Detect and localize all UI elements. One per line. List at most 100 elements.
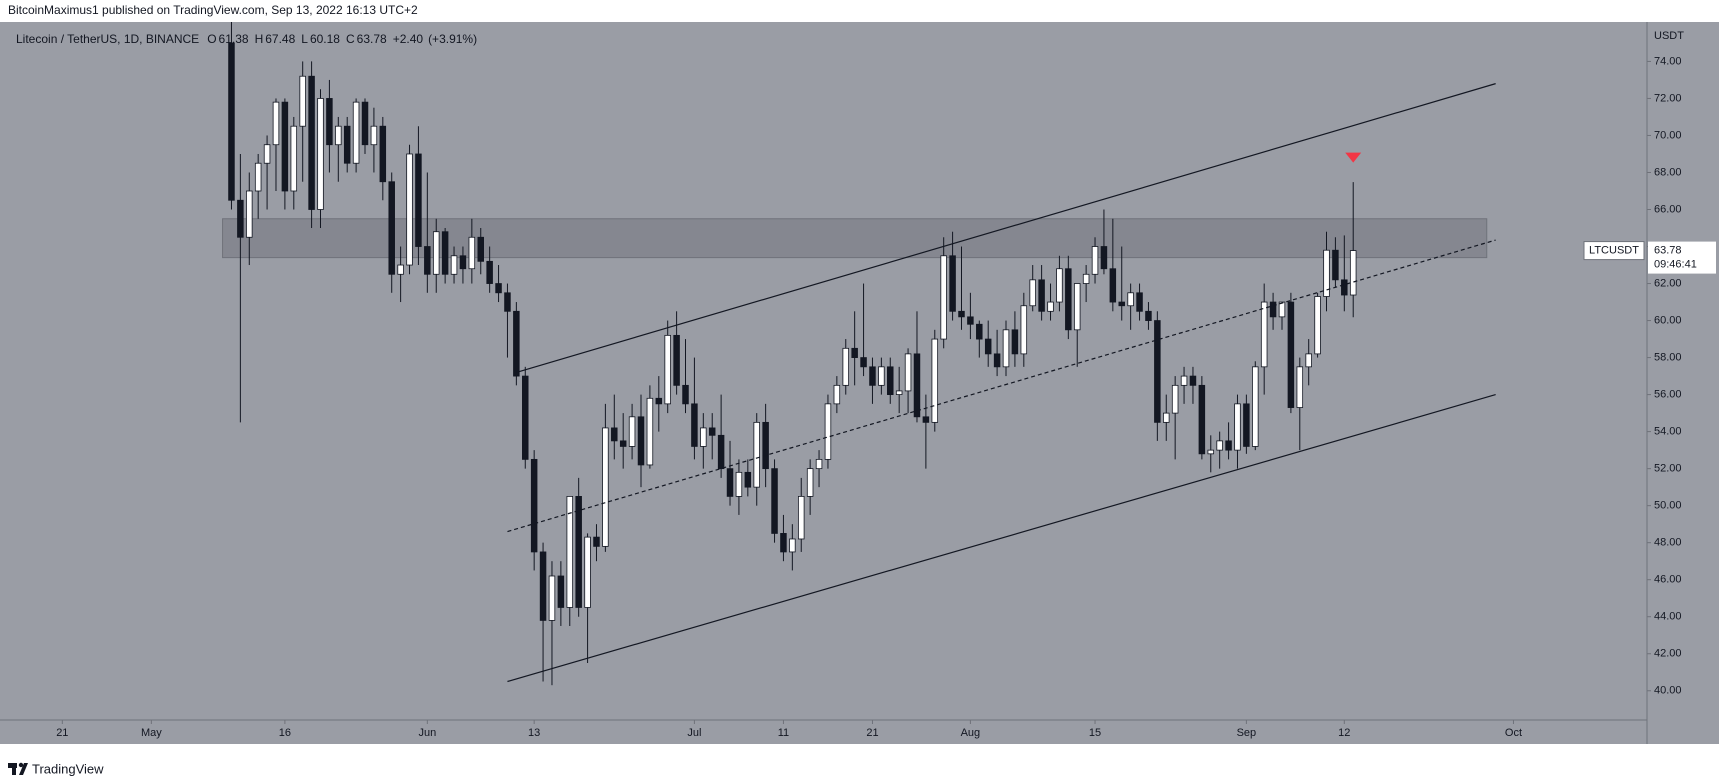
candle-body — [566, 496, 574, 608]
candle-body — [317, 98, 324, 210]
candle-body — [228, 42, 235, 201]
candle-body — [797, 496, 805, 540]
candle-body — [388, 181, 395, 275]
y-tick-label: 42.00 — [1654, 648, 1682, 660]
candle-body — [1305, 353, 1312, 368]
candle-body — [326, 98, 333, 146]
candle-body — [1171, 384, 1179, 414]
candle-body — [887, 366, 894, 395]
candle-body — [1260, 301, 1268, 368]
bottom-bar — [0, 744, 1719, 783]
x-tick-label: 13 — [528, 727, 540, 739]
candle-body — [726, 468, 734, 497]
candle-body — [1278, 301, 1286, 318]
candle-body — [1091, 246, 1099, 275]
y-tick-label: 46.00 — [1654, 574, 1682, 586]
candle-body — [993, 353, 1001, 368]
x-tick-label: 16 — [279, 727, 291, 739]
candle-body — [584, 536, 591, 608]
channel-midline — [507, 239, 1496, 533]
channel-line — [507, 394, 1496, 683]
ohlc-label: H — [255, 32, 264, 46]
ohlc-value: 61.38 — [219, 32, 249, 46]
candle-body — [602, 427, 609, 547]
time-axis — [0, 720, 1647, 744]
chart-title: Litecoin / TetherUS, 1D, BINANCE — [16, 32, 199, 46]
candle-body — [352, 101, 360, 164]
y-tick-label: 60.00 — [1654, 314, 1682, 326]
last-price: 63.78 — [1654, 245, 1682, 257]
candle-body — [922, 416, 930, 423]
candle-body — [1234, 403, 1241, 451]
candle-body — [548, 575, 556, 621]
candle-body — [361, 101, 369, 146]
candle-body — [530, 458, 538, 553]
y-tick-label: 70.00 — [1654, 129, 1682, 141]
x-tick-label: 12 — [1338, 727, 1350, 739]
price-axis — [1647, 22, 1719, 744]
candle-body — [611, 427, 618, 442]
x-tick-label: Jul — [687, 727, 701, 739]
brand-logo — [8, 762, 28, 775]
candle-body — [1136, 292, 1143, 312]
ohlc-label: O — [207, 32, 216, 46]
candle-body — [593, 536, 600, 547]
candle-body — [1002, 329, 1010, 368]
candle-body — [1056, 268, 1063, 303]
candle-body — [1082, 273, 1090, 284]
candle-body — [1269, 301, 1277, 318]
candle-body — [949, 255, 956, 312]
x-tick-label: Oct — [1505, 727, 1522, 739]
ohlc-value: 63.78 — [357, 32, 387, 46]
candle-body — [290, 125, 298, 192]
candle-body — [860, 357, 867, 368]
candle-body — [1332, 249, 1339, 281]
ohlc-value: 67.48 — [265, 32, 295, 46]
x-tick-label: 21 — [56, 727, 68, 739]
candle-body — [878, 366, 885, 386]
x-tick-label: 21 — [866, 727, 878, 739]
candle-body — [717, 434, 725, 470]
x-tick-label: 15 — [1089, 727, 1101, 739]
candle-body — [967, 316, 974, 325]
candle-body — [735, 471, 743, 497]
candle-body — [691, 403, 698, 447]
candle-body — [1029, 279, 1036, 307]
candle-body — [1100, 246, 1108, 270]
candle-body — [895, 390, 903, 395]
y-tick-label: 74.00 — [1654, 55, 1682, 67]
candle-body — [539, 551, 547, 621]
candle-body — [1341, 279, 1348, 296]
candle-body — [299, 75, 306, 127]
y-tick-label: 40.00 — [1654, 685, 1682, 697]
candle-body — [984, 338, 992, 355]
candle-body — [682, 384, 689, 405]
x-tick-label: May — [141, 727, 162, 739]
last-price-box — [1648, 241, 1716, 274]
candle-body — [851, 347, 858, 358]
candle-body — [1243, 403, 1250, 447]
ohlc-label: L — [301, 32, 308, 46]
candle-body — [486, 260, 493, 284]
candle-body — [477, 236, 484, 262]
candle-body — [343, 125, 351, 164]
candle-body — [842, 347, 850, 386]
plot — [222, 22, 1496, 686]
x-tick-label: Jun — [418, 727, 436, 739]
candle-body — [619, 440, 627, 447]
candle-body — [575, 496, 582, 608]
candle-body — [664, 334, 671, 405]
y-tick-label: 58.00 — [1654, 351, 1682, 363]
plot-area — [0, 22, 1647, 720]
candle-body — [1109, 268, 1117, 303]
candle-body — [673, 334, 680, 386]
y-tick-label: 52.00 — [1654, 463, 1682, 475]
candle-body — [432, 231, 440, 275]
candle-body — [646, 397, 654, 466]
candle-body — [753, 421, 760, 488]
candle-body — [254, 162, 262, 192]
candle-body — [940, 255, 947, 340]
candle-body — [441, 231, 449, 275]
